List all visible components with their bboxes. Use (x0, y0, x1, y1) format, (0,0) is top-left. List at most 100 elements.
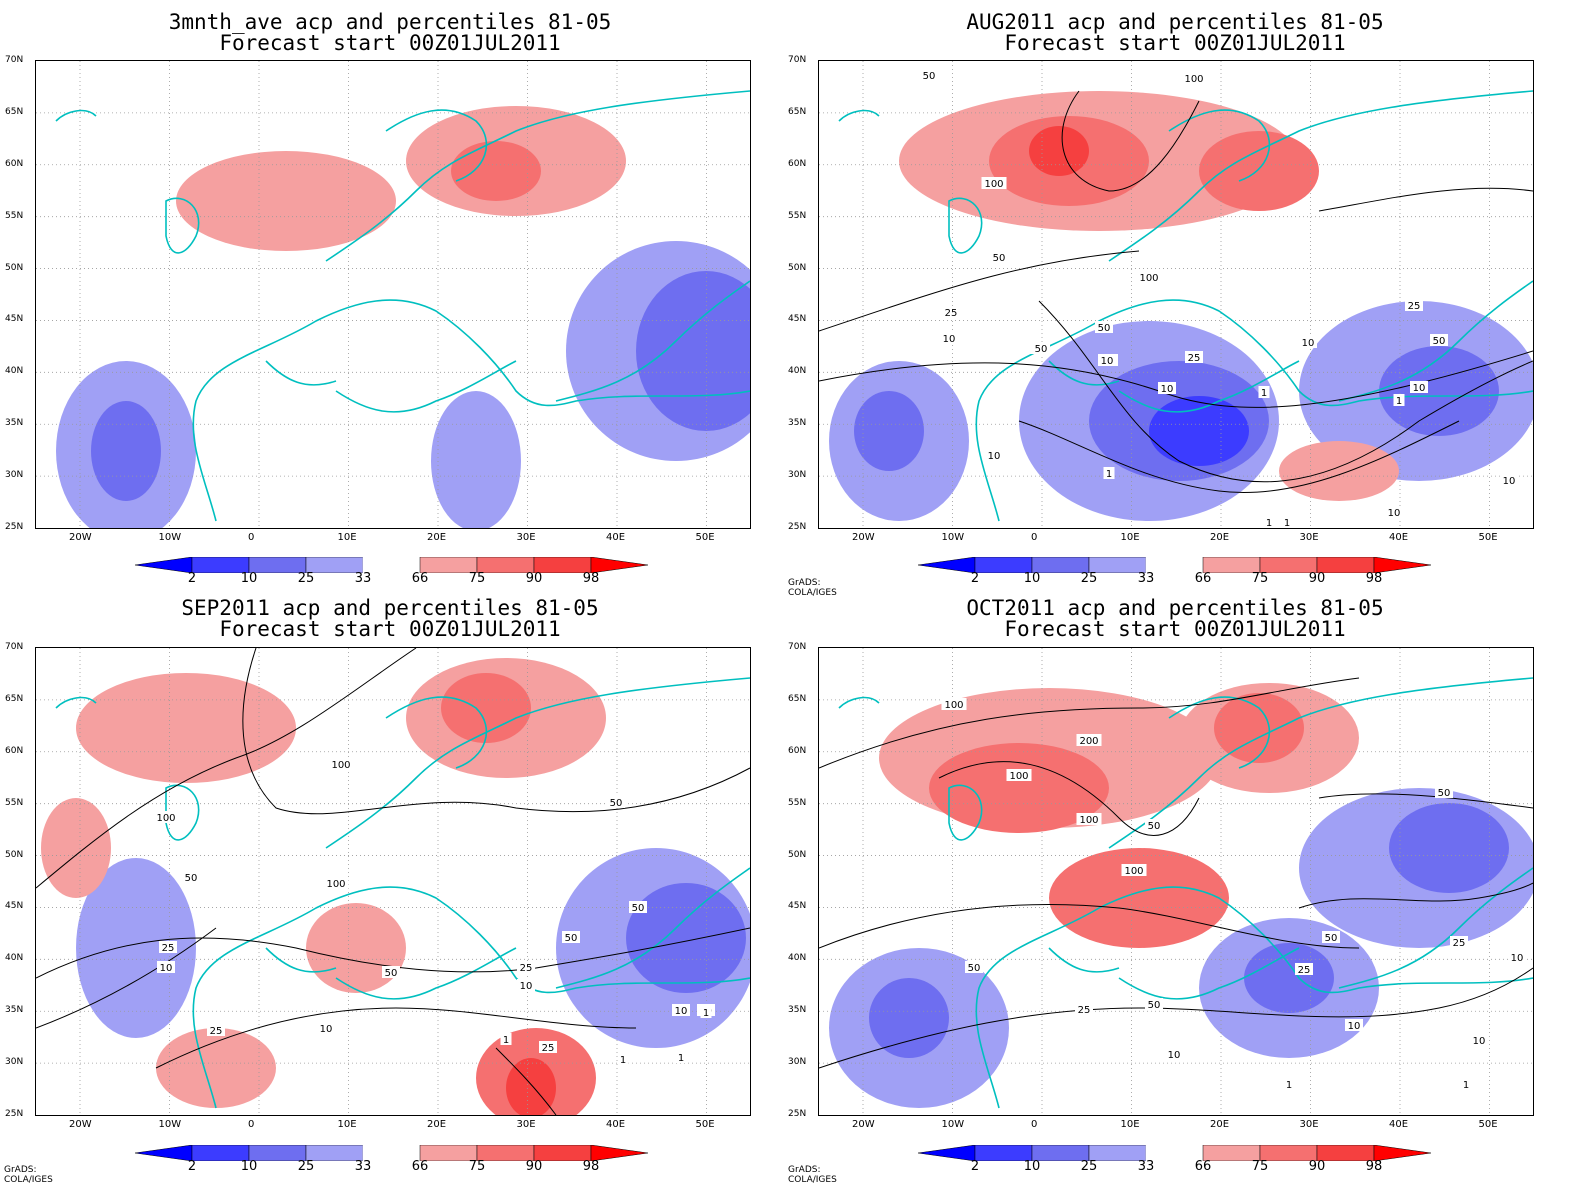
coastline (838, 109, 880, 122)
contour-label: 25 (1295, 963, 1313, 976)
coastline (1118, 947, 1300, 1000)
pos-anomaly (41, 798, 111, 898)
colorbar-label: 66 (411, 571, 429, 586)
longitude-label: 40E (1389, 532, 1409, 543)
contour-label: 100 (328, 758, 354, 771)
contour-line (819, 967, 1533, 1069)
coastline (975, 886, 1533, 1109)
pos-anomaly (156, 1028, 276, 1108)
contour-label: 100 (323, 877, 349, 890)
contour-label: 10 (1158, 382, 1176, 395)
map-area: 50 100 100 50 25 10 100 50 50 10 25 10 1 1 10 25 10 50 10 1… (818, 60, 1534, 529)
contour-line (36, 927, 217, 1029)
contour-value: 100 (1079, 815, 1098, 826)
pos-anomaly (176, 151, 396, 251)
contour-value: 1 (1396, 396, 1402, 407)
contour-label: 10 (517, 979, 535, 992)
latitude-label: 45N (5, 314, 24, 325)
contour-label: 100 (941, 698, 967, 711)
map-area: 1002001001005010050502550251050502510101… (818, 647, 1534, 1116)
coastline (165, 197, 200, 254)
pos-anomaly (1199, 131, 1319, 211)
latitude-label: 60N (5, 745, 24, 756)
colorbar-label: 98 (582, 1159, 600, 1174)
colorbar-label: 75 (468, 1159, 486, 1174)
contour-value: 100 (1124, 866, 1143, 877)
longitude-label: 40E (606, 532, 626, 543)
longitude-label: 20E (1210, 1119, 1230, 1130)
contour-value: 1 (678, 1053, 684, 1064)
latitude-label: 65N (5, 106, 24, 117)
latitude-label: 50N (5, 849, 24, 860)
panel-title: AUG2011 acp and percentiles 81-05 (966, 10, 1384, 34)
coastline (1338, 280, 1533, 402)
grads-credit: GrADS: COLA/IGES (4, 1165, 53, 1185)
contour-label: 10 (1385, 506, 1403, 519)
latitude-label: 60N (788, 745, 807, 756)
colorbar-label: 2 (970, 571, 980, 586)
contour-value: 50 (1148, 821, 1161, 832)
colorbar (135, 557, 649, 573)
contour-line (1298, 882, 1533, 909)
latitude-label: 50N (5, 262, 24, 273)
longitude-label: 0 (1031, 532, 1038, 543)
contour-line (819, 903, 1360, 949)
longitude-label: 20E (427, 532, 447, 543)
map-canvas: 1002001001005010050502550251050502510101… (819, 648, 1533, 1115)
coastline (55, 109, 97, 122)
contour-line (1318, 187, 1533, 212)
latitude-label: 40N (788, 366, 807, 377)
neg-anomaly (626, 883, 746, 993)
pos-anomaly (1049, 848, 1229, 948)
coastline (265, 360, 337, 386)
coastline (838, 696, 880, 709)
contour-label: 100 (1181, 72, 1207, 85)
colorbar-label: 33 (354, 1159, 372, 1174)
latitude-label: 40N (788, 953, 807, 964)
contour-value: 100 (984, 179, 1003, 190)
contour-value: 10 (1348, 1021, 1361, 1032)
coastline (1108, 677, 1533, 849)
latitude-label: 55N (5, 210, 24, 221)
latitude-label: 45N (788, 901, 807, 912)
contour-value: 1 (1286, 1080, 1292, 1091)
colorbar-label: 25 (297, 1159, 315, 1174)
contour-label: 25 (1450, 936, 1468, 949)
latitude-label: 65N (5, 693, 24, 704)
contour-value: 50 (1148, 1000, 1161, 1011)
contour-label: 100 (1006, 769, 1032, 782)
contour-label: 50 (1435, 786, 1453, 799)
contour-label: 100 (981, 177, 1007, 190)
contour-line (242, 648, 750, 815)
latitude-label: 55N (5, 797, 24, 808)
coastline (192, 886, 750, 1109)
colorbar-label: 75 (1251, 1159, 1269, 1174)
contour-label: 50 (1322, 931, 1340, 944)
longitude-label: 50E (1478, 1119, 1498, 1130)
pos-anomaly (451, 141, 541, 201)
latitude-label: 30N (5, 470, 24, 481)
panel-subtitle: Forecast start 00Z01JUL2011 (219, 617, 561, 641)
latitude-label: 25N (788, 1109, 807, 1119)
neg-anomaly (1149, 396, 1249, 466)
contour-value: 10 (1388, 508, 1401, 519)
contour-line (1318, 793, 1533, 809)
coastline (385, 109, 488, 182)
pos-anomaly (306, 903, 406, 993)
contour-label: 1 (1258, 386, 1270, 399)
contour-value: 1 (1261, 388, 1267, 399)
coastline (1048, 360, 1120, 386)
contour-label: 1 (1263, 516, 1275, 528)
colorbar-label: 25 (1080, 1159, 1098, 1174)
colorbar (918, 1145, 1432, 1161)
contour-label: 200 (1076, 734, 1102, 747)
contour-value: 25 (1078, 1005, 1091, 1016)
contour-value: 50 (610, 798, 623, 809)
panel-subtitle: Forecast start 00Z01JUL2011 (1004, 31, 1346, 55)
contour-value: 50 (993, 253, 1006, 264)
contour-line (36, 927, 750, 979)
contour-label: 50 (629, 901, 647, 914)
latitude-label: 70N (5, 55, 24, 65)
coastline (948, 197, 983, 254)
contour-label: 25 (942, 306, 960, 319)
